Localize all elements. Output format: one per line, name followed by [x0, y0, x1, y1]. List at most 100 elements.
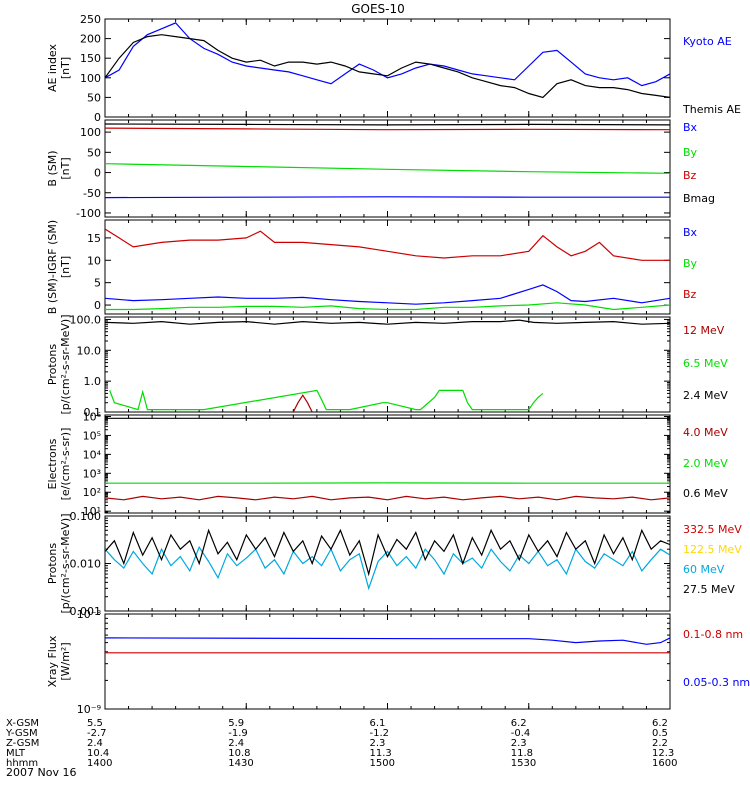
y-tick-label: 10²	[83, 486, 101, 499]
legend-label: 27.5 MeV	[683, 583, 735, 596]
y-tick-label: 0.1	[84, 406, 102, 419]
legend-label: Bz	[683, 169, 697, 182]
legend-label: 122.5 MeV	[683, 543, 742, 556]
ephemeris-value: 11.8	[511, 748, 533, 759]
plot-title: GOES-10	[351, 2, 405, 16]
y-tick-label: 0	[94, 167, 101, 180]
legend-label: Bx	[683, 121, 698, 134]
series-line-by	[105, 163, 670, 174]
series-line-bx	[105, 284, 670, 305]
panel-frame	[104, 613, 671, 710]
y-tick-label: 100	[80, 126, 101, 139]
date-label: 2007 Nov 16	[6, 766, 76, 779]
series-line-bz	[105, 228, 670, 261]
panel-ae: 0 50 100 150 200 250 AE index [nT] Kyoto AE Themi…	[46, 13, 741, 124]
y-tick-label: 0.100	[70, 510, 102, 523]
y-tick-label: 0	[94, 299, 101, 312]
y-tick-label: 10³	[83, 467, 101, 480]
legend-label: 2.4 MeV	[683, 389, 728, 402]
ephemeris-value: 6.1	[370, 718, 386, 729]
series-line-2-4-mev	[105, 319, 670, 325]
ephemeris-value: -1.2	[370, 728, 390, 739]
legend-label: Themis AE	[682, 103, 741, 116]
y-tick-label: -100	[76, 207, 101, 220]
y-tick-label: 10.0	[77, 344, 102, 357]
y-axis-label: Protons	[46, 543, 59, 584]
ephemeris-table: X-GSM 5.5 5.9 6.1 6.2 6.2 Y-GSM -2.7 -1.9 -1.2 -0.…	[5, 718, 677, 769]
panel-protons-low: 0.001 0.010 0.100 Protons [p/(cm²-s-sr-MeV)]…	[46, 510, 742, 618]
panel-frame	[104, 515, 671, 612]
series-line-0-05-0-3-nm	[105, 637, 670, 645]
panel-frame	[104, 316, 671, 413]
y-axis-label: Xray Flux	[46, 635, 59, 687]
panel-frame	[104, 119, 671, 218]
ephemeris-row-label: X-GSM	[6, 718, 39, 729]
panel-xray: 10⁻⁹ 10⁻⁸ Xray Flux [W/m²] 0.1-0.8 nm 0.05-0.…	[46, 608, 750, 716]
y-tick-label: 10	[87, 254, 101, 267]
legend-label: Bx	[683, 226, 698, 239]
ephemeris-value: 2.3	[511, 738, 527, 749]
ephemeris-value: 5.5	[87, 718, 103, 729]
series-line-4-0-mev	[105, 495, 670, 501]
y-tick-label: 100.0	[70, 313, 102, 326]
legend-label: 0.1-0.8 nm	[683, 628, 743, 641]
ephemeris-value: 1530	[511, 758, 536, 769]
y-tick-label: 1.0	[84, 375, 102, 388]
ephemeris-value: 1400	[87, 758, 112, 769]
y-tick-label: 10⁻⁹	[77, 703, 101, 716]
y-axis-label: [p/(cm²-s-sr-MeV)]	[59, 514, 72, 614]
y-tick-label: 250	[80, 13, 101, 26]
ephemeris-value: 11.3	[370, 748, 392, 759]
series-line-kyoto-ae	[105, 22, 670, 87]
ephemeris-value: 10.8	[228, 748, 250, 759]
ephemeris-value: -0.4	[511, 728, 531, 739]
legend-label: 4.0 MeV	[683, 426, 728, 439]
series-line-27-5-mev	[105, 528, 670, 577]
legend-label: 12 MeV	[683, 324, 725, 337]
y-axis-label: [p/(cm²-s-sr-MeV)]	[59, 315, 72, 415]
ephemeris-value: -1.9	[228, 728, 248, 739]
legend-label: Bmag	[683, 192, 715, 205]
legend-label: 0.6 MeV	[683, 487, 728, 500]
y-tick-label: 10⁻⁸	[77, 608, 102, 621]
legend-label: By	[683, 146, 698, 159]
y-tick-label: 10¹	[83, 505, 101, 518]
legend-label: 332.5 MeV	[683, 523, 742, 536]
ephemeris-value: 6.2	[652, 718, 668, 729]
series-line-12-mev	[292, 394, 313, 412]
ephemeris-row-label: hhmm	[6, 758, 38, 769]
ephemeris-value: 1430	[228, 758, 253, 769]
panel-b: -100 -50 0 50 100 B (SM) [nT] Bx By Bz Bmag	[46, 119, 715, 220]
y-axis-label: Electrons	[46, 438, 59, 489]
legend-label: 2.0 MeV	[683, 457, 728, 470]
ephemeris-value: 1600	[652, 758, 677, 769]
legend-label: 60 MeV	[683, 563, 725, 576]
panel-frame	[104, 219, 671, 315]
y-tick-label: 100	[80, 72, 101, 85]
y-tick-label: 10⁴	[83, 448, 102, 461]
series-line-bmag	[105, 123, 670, 126]
ephemeris-row-label: Y-GSM	[5, 728, 38, 739]
ephemeris-row-label: Z-GSM	[6, 738, 39, 749]
y-tick-label: 5	[94, 277, 101, 290]
legend-label: By	[683, 257, 698, 270]
y-axis-label: B (SM)-IGRF (SM)	[46, 220, 59, 314]
ephemeris-value: 2.4	[228, 738, 244, 749]
legend-label: 6.5 MeV	[683, 357, 728, 370]
y-tick-label: 0.010	[70, 558, 102, 571]
ephemeris-value: 0.5	[652, 728, 668, 739]
ephemeris-value: -2.7	[87, 728, 107, 739]
y-axis-label: [nT]	[59, 256, 72, 278]
series-line-by	[105, 302, 670, 311]
series-line-bz	[105, 127, 670, 131]
y-tick-label: 200	[80, 33, 101, 46]
ephemeris-value: 12.3	[652, 748, 674, 759]
y-tick-label: 50	[87, 91, 101, 104]
panel-bdiff: 0 5 10 15 B (SM)-IGRF (SM) [nT] Bx By Bz	[46, 219, 698, 315]
y-axis-label: [W/m²]	[59, 642, 72, 680]
y-tick-label: -50	[83, 187, 101, 200]
legend-label: Bz	[683, 288, 697, 301]
y-tick-label: 50	[87, 146, 101, 159]
y-tick-label: 10⁵	[83, 429, 101, 442]
